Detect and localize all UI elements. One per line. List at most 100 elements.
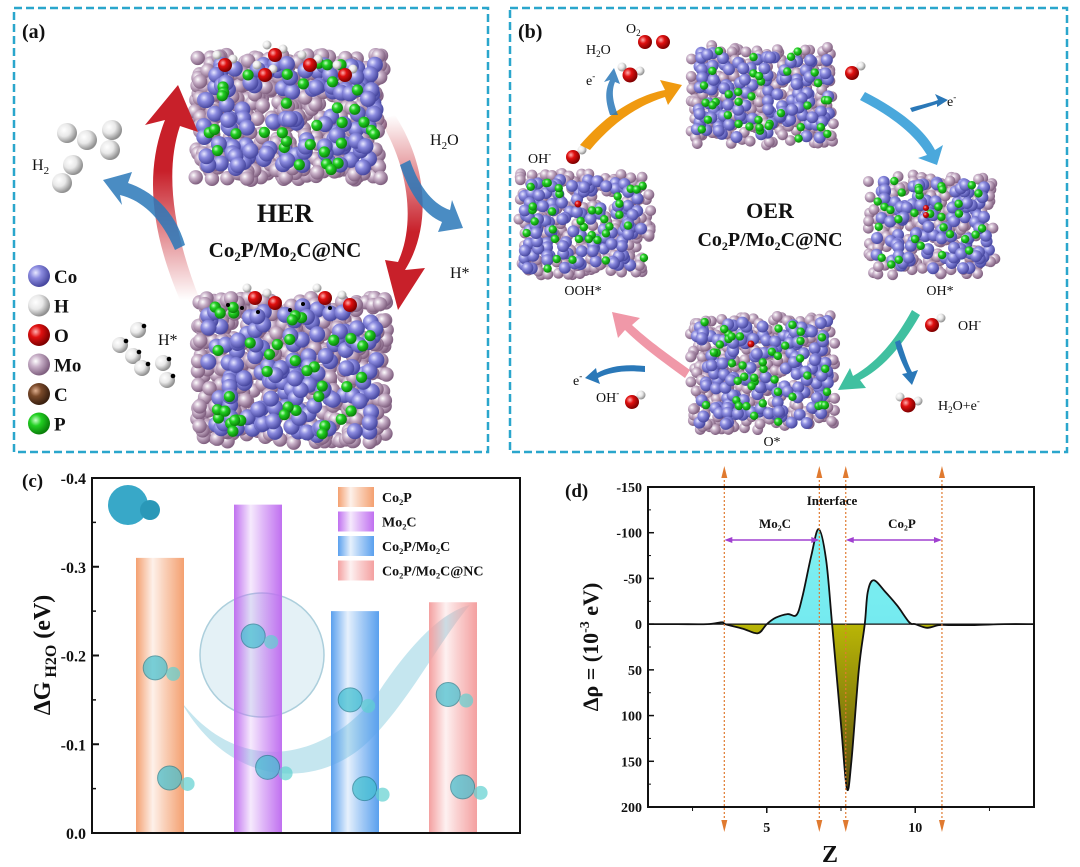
legend-swatch-mo-icon: [28, 353, 50, 376]
y-axis-c: 0.0 -0.1 -0.2 -0.3 -0.4: [61, 471, 99, 843]
co-atom: [591, 175, 604, 188]
h-star-right-label: H*: [450, 265, 470, 282]
o-atom: [268, 48, 282, 62]
h-atom: [242, 283, 252, 293]
p-atom: [754, 115, 763, 125]
p-atom: [937, 212, 946, 222]
arrowhead-icon: [811, 537, 820, 544]
p-atom: [364, 330, 376, 342]
mo-atom: [636, 171, 648, 183]
co-atom: [800, 417, 813, 430]
co-atom: [696, 71, 709, 84]
h-atom: [337, 290, 347, 300]
p-atom: [813, 78, 823, 88]
p-atom: [263, 348, 276, 361]
co-atom: [759, 371, 772, 384]
blue-arrow-e-right-icon: [910, 94, 948, 112]
x-tick-label: 5: [763, 821, 770, 836]
water-molecule-icon: [240, 623, 266, 649]
co-atom: [719, 417, 732, 430]
o2-label: O2: [626, 22, 641, 38]
co-atom: [701, 48, 714, 61]
co-atom: [284, 83, 301, 100]
co-atom: [960, 197, 973, 210]
ooh-star-label: OOH*: [564, 284, 601, 299]
co-atom: [693, 107, 706, 120]
co-atom: [955, 247, 968, 260]
p-atom: [632, 185, 641, 194]
p-atom: [318, 146, 331, 158]
h-atom: [332, 60, 342, 70]
p-atom: [708, 101, 717, 110]
orange-arrow-icon: [580, 80, 682, 150]
co-atom: [338, 360, 355, 377]
legend-swatch-p-icon: [28, 412, 50, 435]
mo-atom: [863, 176, 874, 187]
o-atom: [248, 291, 262, 305]
h-star-dot: [170, 373, 176, 379]
p-atom: [977, 224, 987, 233]
mo-atom: [917, 262, 928, 274]
co-atom: [790, 77, 803, 90]
co-atom: [228, 356, 245, 373]
h-star-dot: [301, 302, 305, 306]
p-atom: [796, 336, 805, 346]
co-atom: [265, 413, 282, 430]
bar-co2p-mo2c-nc: [429, 602, 477, 833]
co-atom: [762, 84, 775, 97]
p-atom: [910, 234, 920, 244]
water-molecule-icon: [352, 776, 378, 802]
mo-atom: [973, 173, 984, 185]
co-atom: [806, 111, 819, 124]
mo-atom: [645, 205, 657, 217]
co-atom: [361, 414, 378, 431]
p-atom: [701, 400, 711, 410]
mo-atom: [829, 337, 841, 349]
pink-arrow-icon: [612, 312, 690, 378]
co-atom: [521, 261, 534, 274]
h-star-dot: [256, 310, 260, 314]
h-atom: [77, 130, 97, 150]
p-atom: [311, 119, 323, 131]
co-atom: [762, 103, 775, 116]
p-atom: [304, 138, 316, 151]
water-molecule-icon: [337, 687, 363, 713]
e-label-3: e-: [573, 371, 582, 389]
p-atom: [735, 332, 745, 341]
water-molecule-icon: [450, 774, 476, 800]
mo-atom: [192, 74, 208, 89]
p-atom: [740, 372, 749, 381]
water-molecule-icon: [278, 766, 293, 781]
water-molecule-icon: [157, 765, 183, 791]
p-atom: [227, 301, 239, 314]
co-atom: [309, 326, 326, 343]
p-atom: [229, 414, 241, 426]
y-tick-label: 150: [621, 755, 642, 770]
co-atom: [922, 243, 935, 256]
water-molecule-icon: [459, 693, 474, 708]
co-atom: [732, 103, 745, 116]
arrow-down-icon: [816, 820, 823, 832]
x-tick-label: 10: [908, 821, 922, 836]
co-atom: [771, 88, 784, 101]
p-atom: [244, 337, 256, 349]
p-atom: [937, 250, 947, 260]
p-atom: [954, 209, 964, 218]
co-atom: [286, 370, 303, 387]
arrowhead-icon: [933, 537, 942, 544]
p-atom: [276, 127, 288, 139]
co-atom: [792, 381, 805, 394]
h-atom: [100, 140, 120, 160]
co-atom: [206, 105, 223, 122]
p-atom: [796, 327, 805, 336]
p-atom: [773, 387, 783, 397]
co-atom: [567, 225, 580, 238]
p-atom: [974, 189, 983, 198]
p-atom: [355, 371, 368, 383]
co-atom: [558, 261, 571, 274]
h-atom: [262, 288, 272, 298]
mo-atom: [188, 170, 203, 185]
y-tick-label: -0.4: [61, 471, 86, 488]
co-atom: [970, 250, 983, 263]
legend-c: Co₂P Mo₂C Co₂P/Mo₂C Co₂P/Mo₂C@NC: [338, 487, 484, 581]
